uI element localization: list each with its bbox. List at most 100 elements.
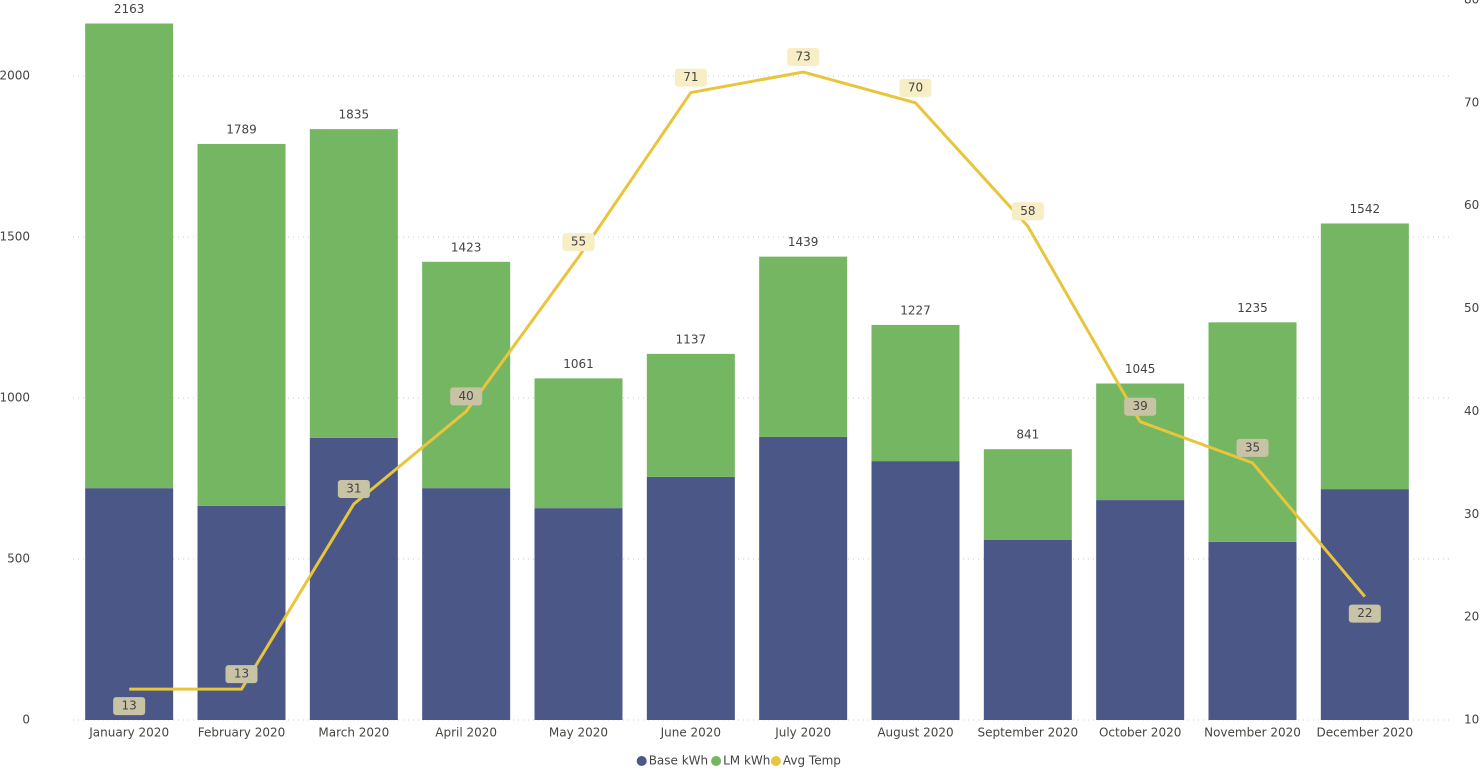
x-tick-label: August 2020	[877, 726, 953, 740]
data-label-text: 35	[1245, 440, 1260, 454]
bar-segment	[1208, 541, 1297, 720]
total-label: 1835	[339, 108, 370, 122]
data-label-text: 55	[571, 235, 586, 249]
legend-marker	[770, 756, 781, 766]
data-label: 71	[674, 68, 707, 87]
total-label: 2163	[114, 2, 145, 16]
data-label-text: 70	[908, 80, 923, 94]
bar-segment	[983, 540, 1072, 720]
total-label: 1045	[1125, 362, 1156, 376]
data-label-bg	[1348, 604, 1381, 623]
bar-segment	[1208, 322, 1297, 542]
bar-segment	[197, 143, 286, 506]
data-label: 22	[1348, 604, 1381, 623]
data-label-bg	[1011, 202, 1044, 221]
data-label: 13	[113, 697, 146, 716]
data-label: 55	[562, 233, 595, 252]
total-label: 1789	[226, 122, 257, 136]
data-label-bg	[337, 480, 370, 498]
data-label: 39	[1124, 397, 1157, 416]
bar-segment	[871, 461, 960, 720]
y2-tick-label: 60	[1464, 198, 1479, 212]
data-label-bg	[450, 387, 483, 406]
data-label: 35	[1236, 438, 1269, 457]
y-tick-label: 500	[7, 551, 30, 565]
data-label-bg	[113, 697, 146, 716]
bar-segment	[871, 324, 960, 462]
legend-label: Base kWh	[649, 754, 708, 768]
x-tick-label: December 2020	[1317, 726, 1414, 740]
total-label: 1439	[788, 235, 819, 249]
bar-segment	[422, 261, 511, 489]
data-label-text: 13	[234, 667, 249, 681]
x-tick-label: October 2020	[1099, 726, 1181, 740]
x-tick-label: September 2020	[977, 726, 1078, 740]
data-label-text: 73	[796, 50, 811, 64]
data-label-text: 71	[683, 70, 698, 84]
bar-segment	[646, 476, 735, 720]
legend-marker	[636, 756, 647, 766]
data-label-bg	[787, 48, 820, 66]
bar-segment	[759, 256, 848, 437]
x-tick-label: June 2020	[660, 726, 722, 740]
bar-segment	[646, 353, 735, 477]
bar-segment	[85, 23, 174, 489]
y2-tick-label: 80	[1464, 0, 1479, 7]
bar-segment	[534, 508, 623, 720]
total-label: 1423	[451, 240, 482, 254]
data-label-text: 31	[346, 482, 361, 496]
total-label: 1542	[1350, 202, 1381, 216]
total-label: 1227	[900, 303, 931, 317]
legend-label: LM kWh	[723, 754, 770, 768]
data-label-text: 39	[1133, 399, 1148, 413]
bar-segment	[422, 488, 511, 720]
x-tick-label: July 2020	[774, 726, 831, 740]
y-tick-label: 1000	[0, 390, 30, 404]
y-tick-label: 0	[22, 713, 30, 727]
x-tick-label: April 2020	[435, 726, 497, 740]
y2-tick-label: 70	[1464, 95, 1479, 109]
y-tick-label: 1500	[0, 229, 30, 243]
x-tick-label: February 2020	[198, 726, 286, 740]
bar-segment	[85, 488, 174, 720]
bar-segment	[1320, 489, 1409, 720]
bar-segment	[1320, 223, 1409, 490]
bar-segment	[1096, 500, 1185, 720]
line	[129, 70, 1366, 691]
data-label: 70	[899, 78, 932, 97]
data-label-text: 22	[1357, 606, 1372, 620]
bar-segment	[309, 129, 398, 438]
y-tick-label: 2000	[0, 68, 30, 82]
data-label-text: 58	[1020, 204, 1035, 218]
data-label: 58	[1011, 202, 1044, 221]
x-tick-label: November 2020	[1204, 726, 1301, 740]
data-label-bg	[1236, 438, 1269, 457]
bar-segment	[759, 436, 848, 720]
data-label-bg	[674, 68, 707, 87]
data-label: 40	[450, 387, 483, 406]
data-label: 13	[225, 665, 258, 684]
legend-label: Avg Temp	[783, 754, 841, 768]
x-tick-label: March 2020	[318, 726, 389, 740]
y2-tick-label: 20	[1464, 610, 1479, 624]
data-label-text: 40	[459, 389, 474, 403]
total-label: 1137	[676, 332, 707, 346]
y2-tick-label: 10	[1464, 713, 1479, 727]
y2-tick-label: 50	[1464, 301, 1479, 315]
x-tick-label: May 2020	[549, 726, 608, 740]
data-label-bg	[1124, 397, 1157, 416]
total-label: 1235	[1237, 301, 1268, 315]
legend-marker	[711, 756, 722, 766]
data-label: 31	[337, 480, 370, 498]
y2-tick-label: 40	[1464, 404, 1479, 418]
y2-tick-label: 30	[1464, 507, 1479, 521]
data-label: 73	[787, 48, 820, 66]
bar-segment	[534, 378, 623, 509]
data-label-bg	[899, 78, 932, 97]
data-label-bg	[225, 665, 258, 684]
bar-segment	[197, 505, 286, 720]
total-label: 841	[1016, 428, 1039, 442]
data-label-bg	[562, 233, 595, 252]
x-tick-label: January 2020	[88, 726, 169, 740]
